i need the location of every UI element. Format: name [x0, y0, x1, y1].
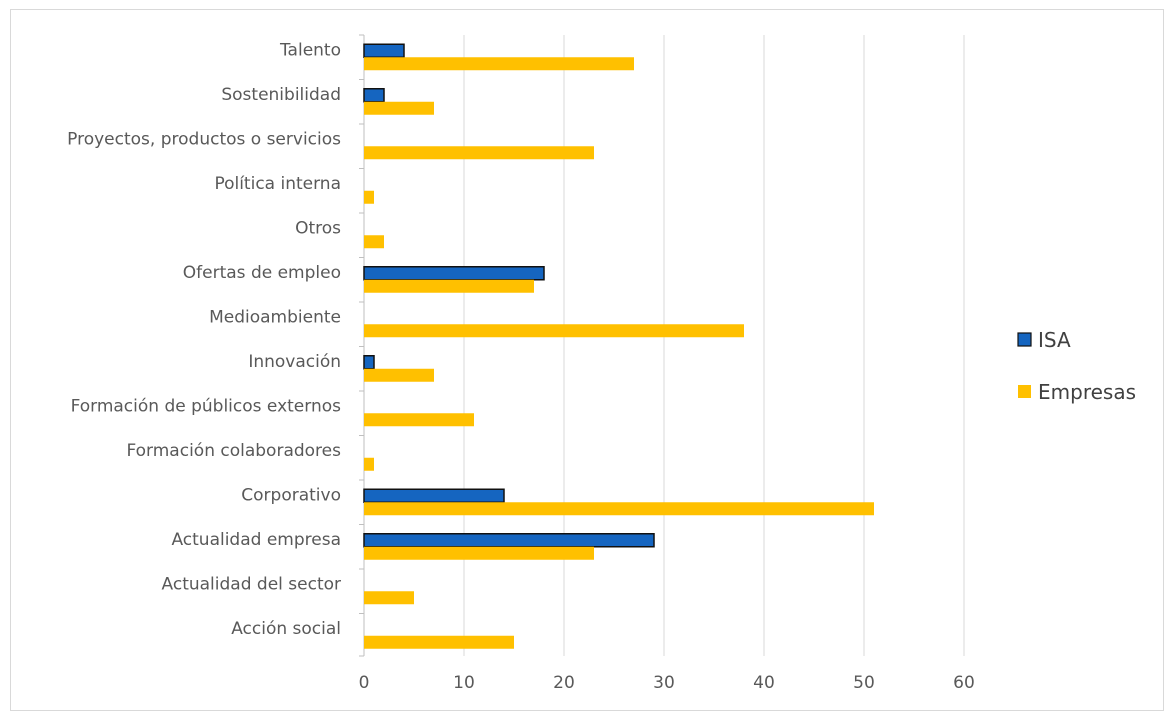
bar-empresas-formacion-de-publicos-externos	[364, 413, 474, 427]
chart-frame	[10, 9, 1164, 711]
axes	[359, 34, 365, 657]
bar-empresas-actualidad-empresa	[364, 546, 594, 560]
bar-empresas-proyectos-productos-o-servicios	[364, 146, 594, 160]
category-label-talento: Talento	[279, 40, 341, 60]
bar-empresas-medioambiente	[364, 324, 744, 338]
bar-isa-innovacion	[363, 355, 375, 370]
x-tick-label: 50	[853, 673, 875, 693]
x-tick-label: 60	[953, 673, 975, 693]
category-label-actualidad-empresa: Actualidad empresa	[171, 530, 341, 550]
bar-empresas-accion-social	[364, 635, 514, 649]
bar-empresas-ofertas-de-empleo	[364, 279, 534, 293]
legend-label-isa: ISA	[1038, 328, 1071, 352]
bar-isa-actualidad-empresa	[363, 533, 655, 548]
category-label-proyectos-productos-o-servicios: Proyectos, productos o servicios	[67, 129, 341, 149]
bar-empresas-innovacion	[364, 368, 434, 382]
category-label-formacion-colaboradores: Formación colaboradores	[126, 441, 341, 461]
category-label-ofertas-de-empleo: Ofertas de empleo	[183, 263, 341, 283]
category-labels: Talento Sostenibilidad Proyectos, producto…	[67, 40, 341, 639]
x-tick-label: 20	[553, 673, 575, 693]
legend-label-empresas: Empresas	[1038, 380, 1136, 404]
bar-empresas-talento	[364, 57, 634, 71]
bar-isa-ofertas-de-empleo	[363, 266, 545, 281]
bar-isa-sostenibilidad	[363, 88, 385, 103]
tick-labels: 0 10 20 30 40 50 60	[359, 673, 975, 693]
category-label-innovacion: Innovación	[248, 352, 341, 372]
x-tick-label: 10	[453, 673, 475, 693]
legend: ISA Empresas	[1017, 328, 1136, 404]
category-label-politica-interna: Política interna	[214, 174, 341, 194]
legend-swatch-isa	[1017, 332, 1032, 347]
category-label-formacion-de-publicos-externos: Formación de públicos externos	[71, 396, 342, 416]
x-tick-label: 40	[753, 673, 775, 693]
x-tick-label: 30	[653, 673, 675, 693]
bar-isa-corporativo	[363, 488, 505, 503]
gridlines	[463, 35, 965, 656]
category-label-actualidad-del-sector: Actualidad del sector	[162, 574, 341, 594]
bar-empresas-corporativo	[364, 502, 874, 516]
category-label-sostenibilidad: Sostenibilidad	[221, 85, 341, 105]
legend-swatch-empresas	[1018, 385, 1031, 398]
bar-empresas-actualidad-del-sector	[364, 591, 414, 605]
category-label-otros: Otros	[295, 218, 341, 238]
bar-isa-talento	[363, 43, 405, 58]
x-tick-label: 0	[359, 673, 370, 693]
bar-empresas-politica-interna	[364, 190, 374, 204]
bar-empresas-otros	[364, 235, 384, 249]
category-label-accion-social: Acción social	[231, 619, 341, 639]
category-label-corporativo: Corporativo	[241, 485, 341, 505]
bars	[363, 43, 874, 649]
bar-empresas-formacion-colaboradores	[364, 457, 374, 471]
category-label-medioambiente: Medioambiente	[209, 307, 341, 327]
bar-empresas-sostenibilidad	[364, 101, 434, 115]
